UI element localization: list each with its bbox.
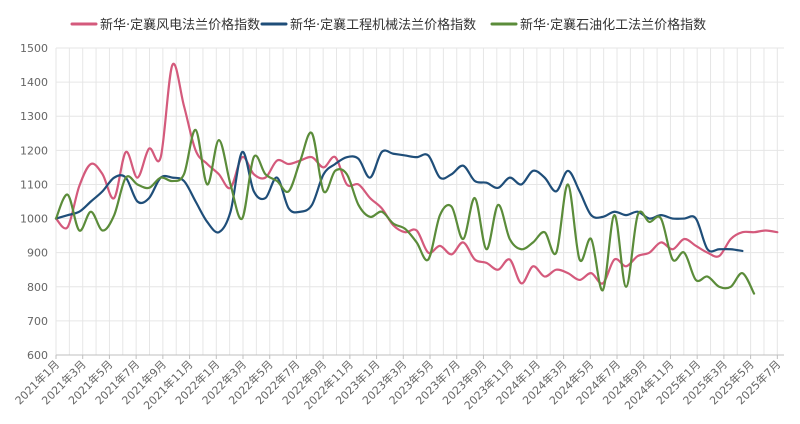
y-tick-label: 900 — [27, 247, 48, 260]
legend-label-1: 新华·定襄风电法兰价格指数 — [100, 17, 260, 33]
series-group — [54, 62, 779, 295]
y-tick-label: 1100 — [20, 178, 48, 191]
legend-label-3: 新华·定襄石油化工法兰价格指数 — [520, 17, 706, 33]
y-axis: 600 700 800 900 1000 1100 1200 1300 1400 1500 — [20, 42, 48, 362]
y-tick-label: 600 — [27, 349, 48, 362]
series-line-2 — [54, 149, 744, 253]
legend-label-2: 新华·定襄工程机械法兰价格指数 — [290, 17, 476, 33]
y-tick-label: 800 — [27, 281, 48, 294]
series-line-1 — [54, 62, 779, 285]
y-tick-label: 1500 — [20, 42, 48, 55]
y-tick-label: 1000 — [20, 213, 48, 226]
series-line-3 — [54, 128, 756, 295]
y-tick-label: 1200 — [20, 144, 48, 157]
y-tick-label: 1400 — [20, 76, 48, 89]
y-tick-label: 1300 — [20, 110, 48, 123]
legend: 新华·定襄风电法兰价格指数 新华·定襄工程机械法兰价格指数 新华·定襄石油化工法兰价… — [70, 17, 706, 33]
y-tick-label: 700 — [27, 315, 48, 328]
grid — [55, 47, 784, 356]
x-axis: 2021年1月2021年3月2021年5月2021年7月2021年9月2021年… — [12, 354, 784, 412]
